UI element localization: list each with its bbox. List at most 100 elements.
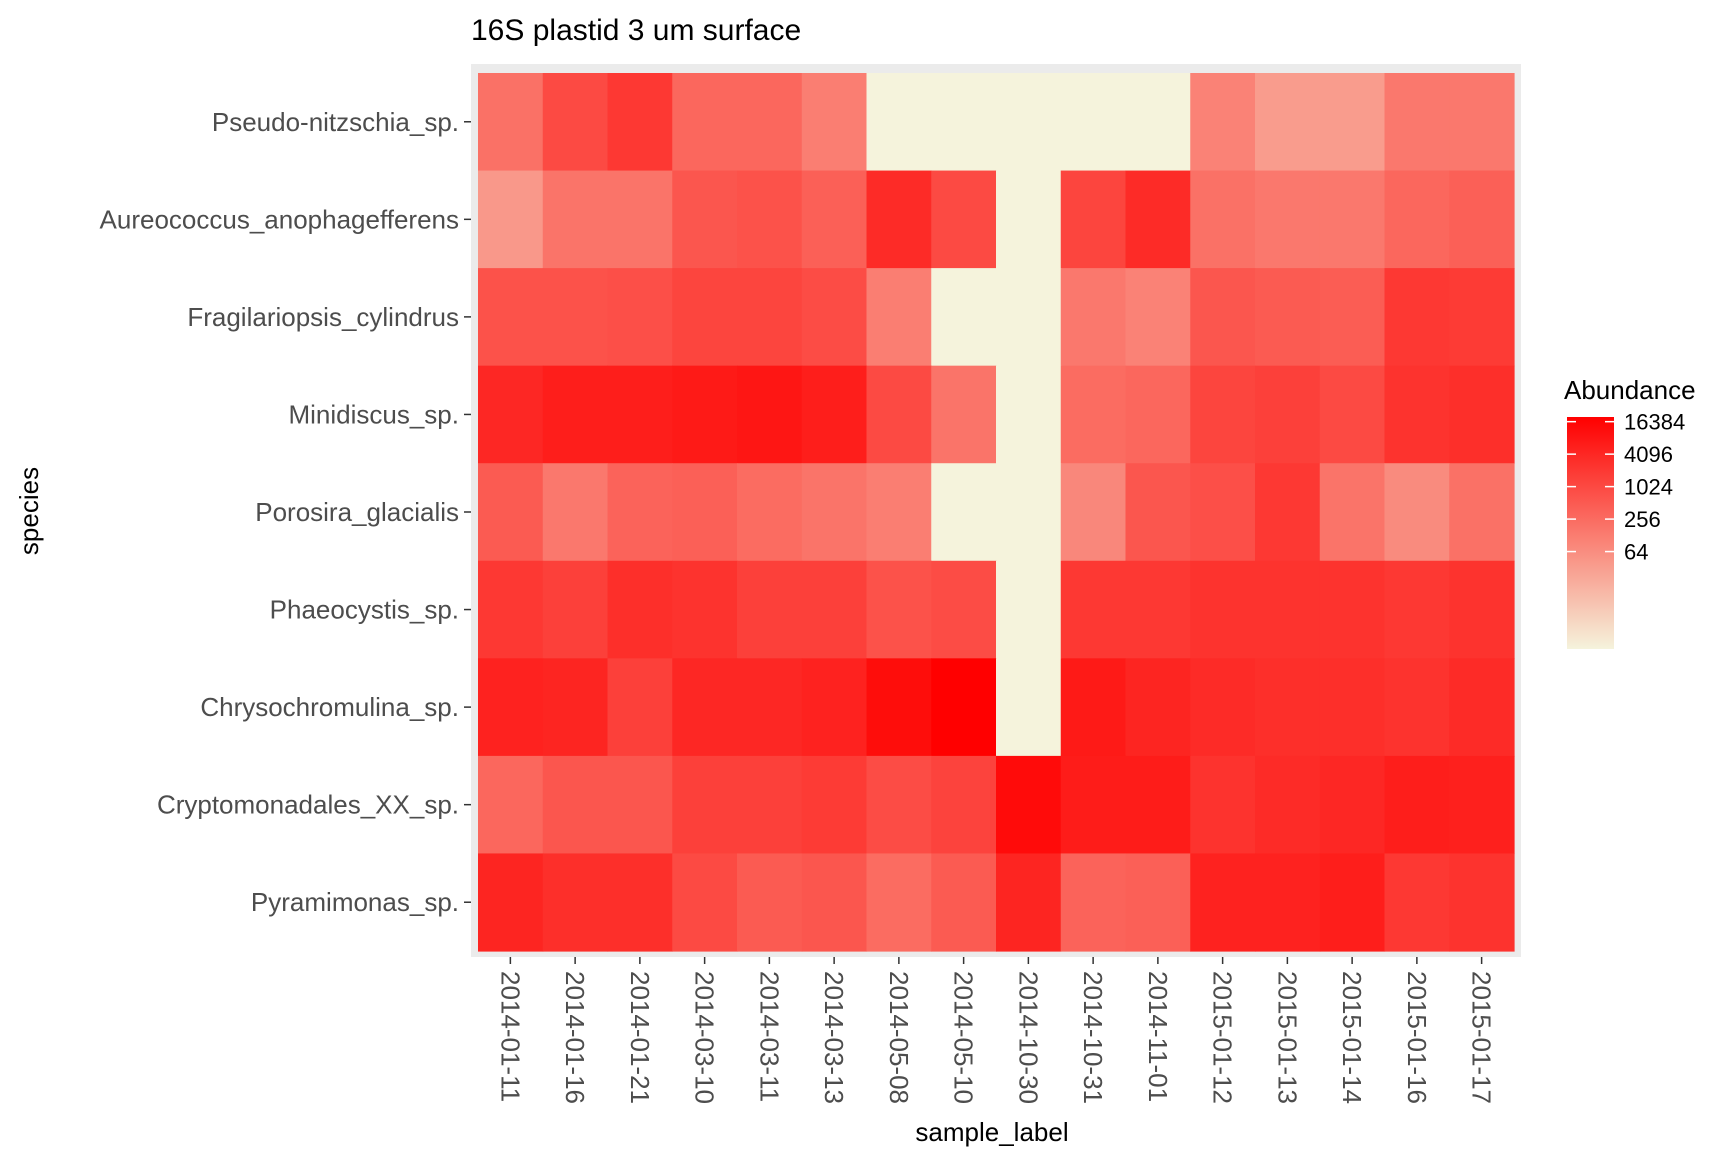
heatmap-cell (607, 463, 673, 562)
heatmap-cell (1190, 560, 1256, 659)
legend-tick-label: 256 (1624, 507, 1661, 532)
heatmap-cell (1255, 755, 1321, 855)
heatmap-cell (1255, 853, 1321, 952)
heatmap-cell (1060, 268, 1127, 367)
heatmap-cell (672, 268, 738, 367)
y-tick-label: Pyramimonas_sp. (251, 887, 459, 917)
heatmap-cell (672, 73, 738, 172)
heatmap-cell (737, 560, 803, 659)
heatmap-cell (1449, 365, 1515, 464)
heatmap-cell (1449, 170, 1515, 269)
legend-tick-label: 64 (1624, 540, 1648, 565)
heatmap-cell (1319, 658, 1386, 757)
heatmap-cell (1449, 463, 1515, 562)
heatmap-cell (866, 658, 932, 757)
heatmap-cell (801, 365, 868, 464)
heatmap-cell (1190, 853, 1256, 952)
heatmap-cell (866, 853, 932, 952)
heatmap-cell (1060, 658, 1127, 757)
heatmap-cell (1384, 658, 1450, 757)
heatmap-cell (866, 755, 932, 855)
heatmap-cell (1449, 268, 1515, 367)
heatmap-cell (1060, 73, 1127, 172)
legend-tick-label: 4096 (1624, 442, 1673, 467)
heatmap-cell (996, 170, 1062, 269)
heatmap-cell (801, 268, 868, 367)
heatmap-cell (1319, 755, 1386, 855)
heatmap-cell (478, 170, 544, 269)
heatmap-cell (996, 268, 1062, 367)
heatmap-cell (1384, 170, 1450, 269)
heatmap-cell (542, 73, 609, 172)
heatmap-cell (1449, 560, 1515, 659)
heatmap-cell (1125, 560, 1191, 659)
x-axis: 2014-01-11 2014-01-16 2014-01-21 2014-03-10… (495, 957, 1497, 1104)
x-tick-label: 2014-01-16 (560, 971, 590, 1104)
y-tick-label: Minidiscus_sp. (288, 399, 459, 429)
heatmap-cell (478, 365, 544, 464)
y-tick-label: Pseudo-nitzschia_sp. (212, 107, 459, 137)
heatmap-cell (1125, 170, 1191, 269)
heatmap-cell (996, 853, 1062, 952)
heatmap-cell (478, 853, 544, 952)
heatmap-cell (542, 170, 609, 269)
heatmap-cell (931, 268, 997, 367)
heatmap-cell (1255, 268, 1321, 367)
x-tick-label: 2014-03-11 (754, 971, 784, 1102)
heatmap-cell (542, 560, 609, 659)
heatmap-cell (1190, 170, 1256, 269)
x-tick-label: 2014-01-21 (625, 971, 655, 1104)
heatmap-cell (1449, 755, 1515, 855)
heatmap-cell (1060, 755, 1127, 855)
heatmap-cell (996, 463, 1062, 562)
heatmap-cell (801, 853, 868, 952)
heatmap-cell (931, 73, 997, 172)
heatmap-cell (478, 755, 544, 855)
x-tick-label: 2014-01-11 (495, 971, 525, 1102)
heatmap-cell (542, 658, 609, 757)
x-tick-label: 2015-01-14 (1337, 971, 1367, 1104)
heatmap-cell (1449, 853, 1515, 952)
heatmap-cell (1060, 560, 1127, 659)
heatmap-cell (1060, 853, 1127, 952)
heatmap-cell (478, 268, 544, 367)
legend-tick-label: 16384 (1624, 410, 1685, 435)
heatmap-cell (672, 365, 738, 464)
heatmap-cell (1319, 73, 1386, 172)
heatmap-cell (1255, 73, 1321, 172)
heatmap-cell (801, 73, 868, 172)
x-tick-label: 2014-05-10 (949, 971, 979, 1104)
heatmap-cell (996, 560, 1062, 659)
heatmap-cell (478, 560, 544, 659)
heatmap-cell (672, 658, 738, 757)
heatmap-cell (542, 268, 609, 367)
x-tick-label: 2014-10-30 (1013, 971, 1043, 1104)
heatmap-cell (1190, 268, 1256, 367)
heatmap-cell (1060, 170, 1127, 269)
heatmap-cell (1060, 365, 1127, 464)
heatmap-cell (1060, 463, 1127, 562)
heatmap-cell (672, 560, 738, 659)
heatmap-cell (866, 463, 932, 562)
heatmap-cell (1384, 560, 1450, 659)
heatmap-cell (1255, 463, 1321, 562)
heatmap-cell (1319, 560, 1386, 659)
heatmap-cell (1125, 853, 1191, 952)
heatmap-cell (542, 463, 609, 562)
heatmap-cell (931, 463, 997, 562)
legend: Abundance 16384 4096 1024 256 64 (1564, 375, 1696, 649)
heatmap-cell (1190, 73, 1256, 172)
heatmap-cell (1319, 268, 1386, 367)
heatmap-cell (542, 755, 609, 855)
x-axis-title: sample_label (915, 1117, 1068, 1147)
legend-title: Abundance (1564, 375, 1696, 405)
heatmap-cell (1384, 755, 1450, 855)
heatmap-cell (801, 755, 868, 855)
heatmap-cell (737, 463, 803, 562)
heatmap-cell (1125, 755, 1191, 855)
heatmap-cell (931, 755, 997, 855)
heatmap-cell (542, 365, 609, 464)
heatmap-cell (737, 365, 803, 464)
heatmap-cell (737, 170, 803, 269)
